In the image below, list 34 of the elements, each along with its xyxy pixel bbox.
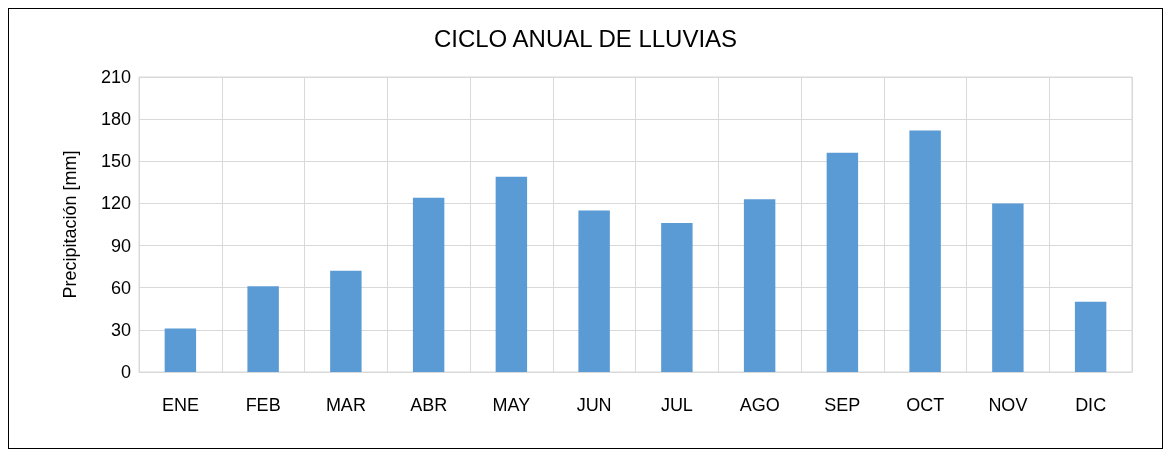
bar <box>826 152 859 372</box>
x-tick-label: JUL <box>660 395 693 415</box>
bar <box>330 270 362 372</box>
x-tick-label: AGO <box>739 395 780 415</box>
x-tick-label: MAR <box>325 395 366 415</box>
bar <box>164 328 197 372</box>
x-tick-label: ABR <box>410 395 448 415</box>
y-tick-label: 150 <box>100 151 131 172</box>
x-tick-label: JUN <box>576 395 612 415</box>
y-tick-label: 0 <box>120 362 131 382</box>
x-tick-label: OCT <box>906 395 945 415</box>
bar <box>578 210 610 372</box>
y-tick-label: 120 <box>100 193 131 214</box>
y-tick-label: 210 <box>100 67 131 87</box>
bar <box>661 223 693 372</box>
bar <box>247 286 279 372</box>
y-axis-title: Precipitación [mm] <box>60 150 80 299</box>
x-tick-label: FEB <box>245 395 281 415</box>
x-tick-label: SEP <box>824 395 861 415</box>
bar <box>992 203 1024 372</box>
chart-title: CICLO ANUAL DE LLUVIAS <box>433 24 738 52</box>
bar <box>1074 301 1107 372</box>
x-tick-label: DIC <box>1075 395 1107 415</box>
x-tick-label: MAY <box>492 395 531 415</box>
y-tick-label: 30 <box>110 319 131 340</box>
bar <box>909 130 941 372</box>
x-tick-label: NOV <box>988 395 1028 415</box>
bar <box>743 199 776 372</box>
bar <box>412 197 445 372</box>
bar <box>495 176 528 372</box>
y-tick-label: 180 <box>100 109 131 130</box>
x-tick-label: ENE <box>161 395 199 415</box>
y-tick-label: 60 <box>110 277 131 298</box>
y-tick-label: 90 <box>110 235 131 256</box>
